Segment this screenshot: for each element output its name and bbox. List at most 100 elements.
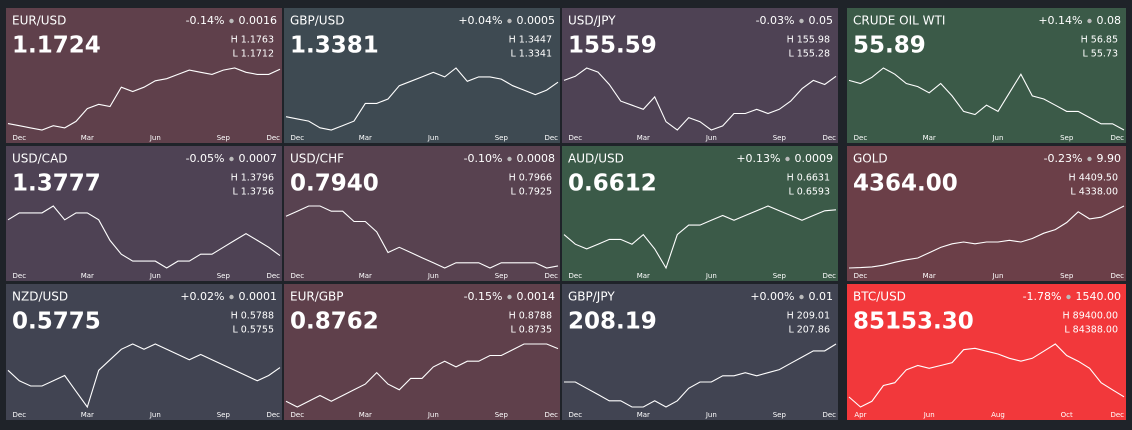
ticker-symbol: EUR/GBP [290,290,344,304]
tile-background [562,8,838,143]
x-tick-label: Sep [217,411,231,419]
separator-dot [799,294,804,300]
x-tick-label: Jun [149,411,161,419]
low: L 0.8735 [510,325,552,336]
x-tick-label: Aug [991,411,1005,419]
x-tick-label: Mar [81,134,94,142]
x-tick-label: Jun [427,134,439,142]
separator-dot [799,18,804,24]
x-tick-label: Mar [637,411,650,419]
x-tick-label: Dec [822,134,836,142]
change-value: 0.0008 [517,152,556,165]
x-tick-label: Dec [854,134,868,142]
ticker-symbol: GOLD [853,152,888,166]
ticker-symbol: EUR/USD [12,14,66,28]
change-percent: -0.03% [756,14,795,27]
separator-dot [507,294,512,300]
change-value: 9.90 [1097,152,1122,165]
x-tick-label: Dec [822,411,836,419]
ticker-symbol: USD/CHF [290,152,344,166]
ticker-symbol: USD/CAD [12,152,68,166]
low: L 1.3341 [510,49,552,60]
sparkline [7,67,281,131]
sparkline [7,343,281,409]
x-tick-label: Sep [217,134,231,142]
high: H 209.01 [787,311,830,322]
change-percent: -0.14% [186,14,225,27]
price: 208.19 [568,309,657,335]
high: H 4409.50 [1069,173,1118,184]
change-value: 1540.00 [1076,290,1122,303]
tile-background [847,146,1126,281]
price: 1.3777 [12,171,101,197]
separator-dot [507,156,512,162]
change-value: 0.0005 [517,14,556,27]
tile-background [562,146,838,281]
x-tick-label: Mar [637,272,650,280]
sparkline [285,343,559,408]
ticker-symbol: AUD/USD [568,152,624,166]
change-percent: +0.02% [180,290,224,303]
low: L 207.86 [788,325,830,336]
x-tick-label: Dec [291,134,305,142]
high: H 1.3796 [231,173,274,184]
x-tick-label: Sep [495,272,509,280]
x-tick-label: Dec [1110,411,1124,419]
sparkline [848,67,1125,131]
x-tick-label: Dec [13,134,27,142]
high: H 56.85 [1081,35,1118,46]
x-tick-label: Mar [359,272,372,280]
separator-dot [1087,18,1092,24]
separator-dot [229,18,234,24]
x-tick-label: Jun [705,134,717,142]
x-tick-label: Jun [705,411,717,419]
x-tick-label: Jun [991,272,1003,280]
price: 55.89 [853,33,926,59]
price: 0.7940 [290,171,379,197]
ticker-symbol: GBP/USD [290,14,344,28]
change-percent: +0.00% [750,290,794,303]
low: L 155.28 [788,49,830,60]
sparkline [7,205,281,269]
change-percent: -1.78% [1023,290,1062,303]
change-percent: -0.05% [186,152,225,165]
tile-background [284,284,560,420]
x-tick-label: Dec [266,272,280,280]
x-tick-label: Dec [544,272,558,280]
x-tick-label: Sep [495,411,509,419]
ticker-tile: GBP/JPY 0.01 +0.00% 208.19 H 209.01 L 207.86 D… [562,284,838,420]
sparkline [564,343,837,408]
tile-background [847,284,1126,420]
change-value: 0.0014 [517,290,556,303]
tile-background [847,8,1126,143]
x-tick-label: Jun [427,411,439,419]
x-tick-label: Dec [13,272,27,280]
price: 4364.00 [853,171,958,197]
change-percent: +0.04% [458,14,502,27]
x-tick-label: Dec [822,272,836,280]
high: H 89400.00 [1063,311,1119,322]
price: 0.5775 [12,309,101,335]
separator-dot [1087,156,1092,162]
price: 1.3381 [290,33,379,59]
x-tick-label: Apr [854,411,866,419]
x-tick-label: Dec [13,411,27,419]
ticker-tile: BTC/USD 1540.00 -1.78% 85153.30 H 89400.00 L … [847,284,1126,420]
high: H 0.6631 [787,173,830,184]
x-tick-label: Oct [1061,411,1073,419]
x-tick-label: Dec [569,272,583,280]
low: L 0.6593 [788,187,830,198]
ticker-tile: EUR/GBP 0.0014 -0.15% 0.8762 H 0.8788 L 0.873… [284,284,560,420]
x-tick-label: Sep [495,134,509,142]
x-tick-label: Mar [923,134,936,142]
low: L 1.3756 [232,187,274,198]
tile-background [6,146,282,281]
x-tick-label: Dec [544,134,558,142]
ticker-tile: NZD/USD 0.0001 +0.02% 0.5775 H 0.5788 L 0.575… [6,284,282,420]
x-tick-label: Dec [291,411,305,419]
price: 0.8762 [290,309,379,335]
price: 0.6612 [568,171,657,197]
change-percent: -0.23% [1044,152,1083,165]
